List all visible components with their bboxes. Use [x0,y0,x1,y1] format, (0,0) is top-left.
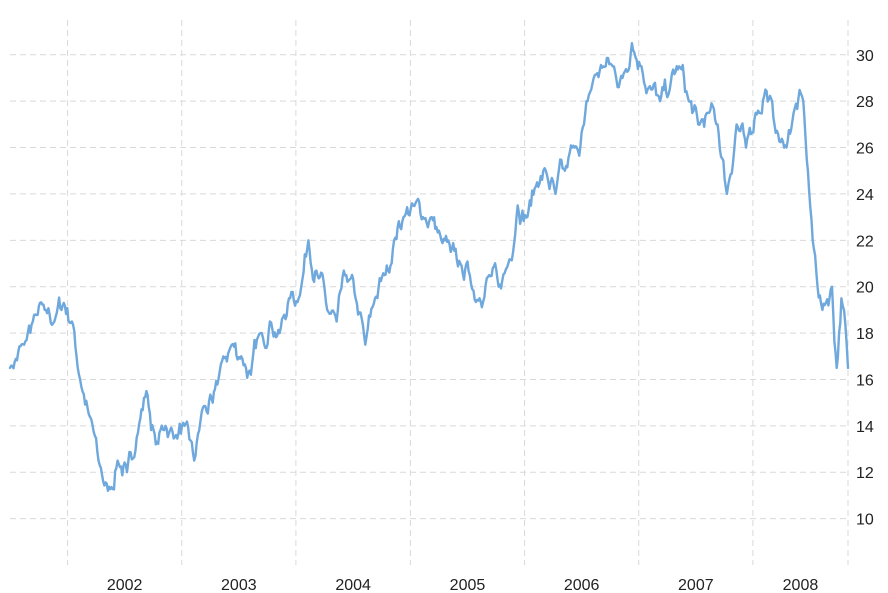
x-tick-label: 2006 [564,577,600,593]
series-line [8,42,850,492]
y-tick-label: 26 [856,141,874,158]
y-tick-label: 12 [856,465,874,482]
x-tick-label: 2007 [678,577,714,593]
grid [10,20,849,565]
y-tick-label: 20 [856,280,874,297]
y-tick-label: 14 [856,419,874,436]
y-axis: 10 12 14 16 18 20 22 24 26 28 30 [856,48,874,529]
x-axis: 2002 2003 2004 2005 2006 2007 2008 [107,577,819,593]
series-layer [8,42,850,492]
y-tick-label: 10 [856,512,874,529]
x-tick-label: 2008 [783,577,819,593]
y-tick-label: 18 [856,326,874,343]
x-tick-label: 2003 [221,577,257,593]
y-tick-label: 22 [856,233,874,250]
y-tick-label: 24 [856,187,874,204]
y-tick-label: 28 [856,94,874,111]
x-tick-label: 2002 [107,577,143,593]
y-tick-label: 30 [856,48,874,65]
y-tick-label: 16 [856,372,874,389]
x-tick-label: 2005 [450,577,486,593]
x-tick-label: 2004 [335,577,371,593]
